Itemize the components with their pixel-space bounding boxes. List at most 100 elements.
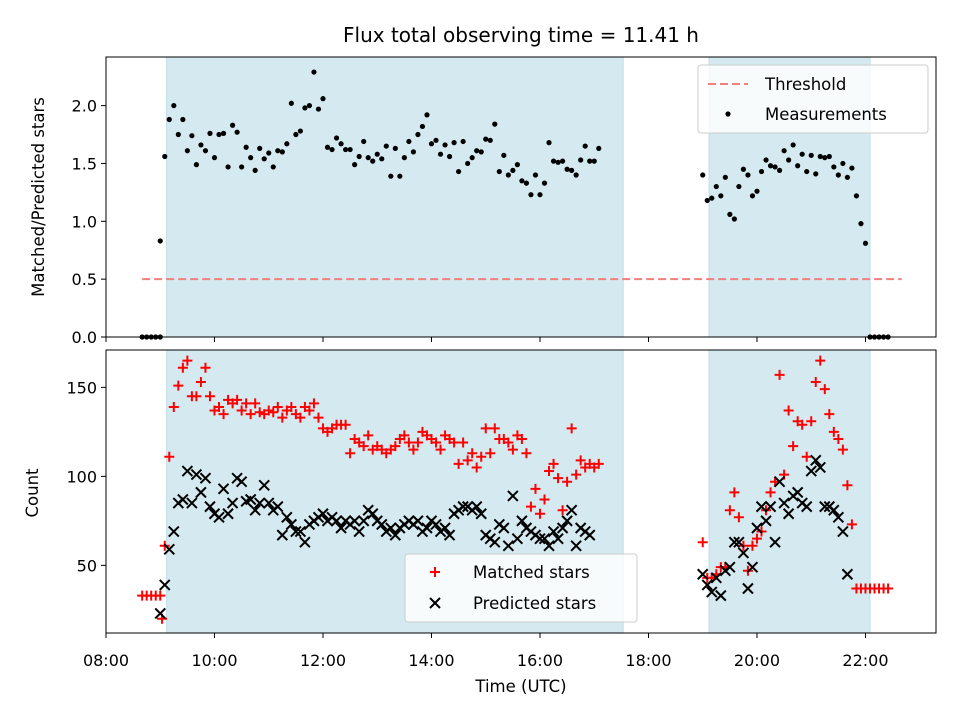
measurement-point [799,151,805,157]
predicted-star-point [389,529,402,541]
matched-star-point [544,466,555,477]
matched-star-point [304,405,315,416]
matched-star-point [449,437,460,448]
matched-star-point [313,412,324,423]
measurement-point [804,168,810,175]
predicted-star-point [565,504,578,516]
predicted-star-point [276,529,289,541]
y-tick-label: 100 [66,467,97,486]
measurement-point [288,100,294,106]
predicted-star-point [154,607,166,620]
matched-star-point [837,444,848,455]
predicted-legend-label: Predicted stars [473,594,596,613]
matched-star-point [236,405,247,416]
matched-star-point [842,480,853,491]
measurement-point [514,162,520,168]
measurements-legend-swatch [725,111,731,117]
matched-star-point [467,448,478,459]
measurement-point [505,172,511,178]
matched-star-point [783,405,794,416]
matched-star-point [164,451,175,462]
matched-star-point [819,384,830,395]
y-tick-label: 0.5 [72,270,97,289]
predicted-star-point [281,511,293,524]
measurement-point [248,155,254,161]
predicted-star-point [475,508,487,520]
matched-star-point [182,355,193,366]
predicted-star-point [498,522,510,534]
measurement-point [184,148,190,154]
predicted-star-point [534,532,546,545]
predicted-star-point [728,536,741,548]
measurement-point [144,334,150,340]
predicted-star-point [701,579,713,591]
y-tick-label: 1.5 [72,154,97,173]
predicted-star-point [561,515,573,527]
matched-star-point [295,412,306,423]
predicted-star-point [285,518,298,531]
measurement-point [166,116,172,123]
matched-star-point [453,458,464,469]
predicted-star-point [217,483,230,495]
measurement-point [867,334,873,340]
measurement-point [157,334,163,340]
predicted-star-point [584,529,596,541]
bottom-shaded-intervals [166,349,871,634]
measurement-point [229,122,236,128]
measurement-point [559,158,566,164]
measurement-point [370,158,376,164]
matched-star-point [155,590,166,601]
matched-star-point [214,401,225,412]
predicted-star-point [181,465,194,477]
predicted-star-point [769,536,781,548]
predicted-star-point [290,525,302,538]
measurement-point [795,163,801,169]
measurement-point [275,148,281,154]
measurement-point [202,148,209,154]
measurement-point [740,166,747,172]
matched-star-point [263,405,274,416]
predicted-star-point [552,532,564,545]
measurement-point [704,197,710,204]
measurement-point [383,143,389,149]
matched-star-point [485,448,496,459]
predicted-legend-swatch [429,597,441,609]
matched-legend-label: Matched stars [473,563,590,582]
measurement-point [374,151,380,157]
x-tick-label: 16:00 [517,651,563,670]
predicted-star-point [272,500,284,513]
measurement-point [437,151,444,157]
measurement-point [573,172,579,178]
measurement-point [749,193,756,199]
measurement-point [465,160,471,167]
measurement-point [442,142,448,148]
measurement-point [541,180,548,186]
measurement-point [550,158,557,164]
matched-star-point [272,401,283,412]
predicted-star-point [299,536,311,548]
measurement-point [157,238,163,244]
matched-star-point [697,537,708,548]
predicted-stars-points [154,454,854,620]
measurement-point [718,193,724,199]
predicted-star-point [186,497,198,509]
matched-star-point [254,407,265,418]
matched-star-point [788,441,799,452]
measurement-point [311,69,317,75]
matched-star-point [177,362,188,373]
bottom-panel: 50 100 150 Matched stars Predicted stars Co… [23,349,937,638]
matched-star-point [815,355,826,366]
predicted-star-point [782,508,795,520]
measurement-point [401,155,407,161]
measurement-point [478,149,484,155]
measurement-point [700,172,706,178]
measurement-point [555,159,561,165]
matched-star-point [168,401,179,412]
measurement-point [302,105,308,111]
matched-star-point [571,469,582,480]
predicted-star-point [335,522,347,534]
predicted-star-point [733,536,745,548]
measurement-point [736,183,742,190]
measurement-point [813,171,819,177]
matched-star-point [810,377,821,388]
